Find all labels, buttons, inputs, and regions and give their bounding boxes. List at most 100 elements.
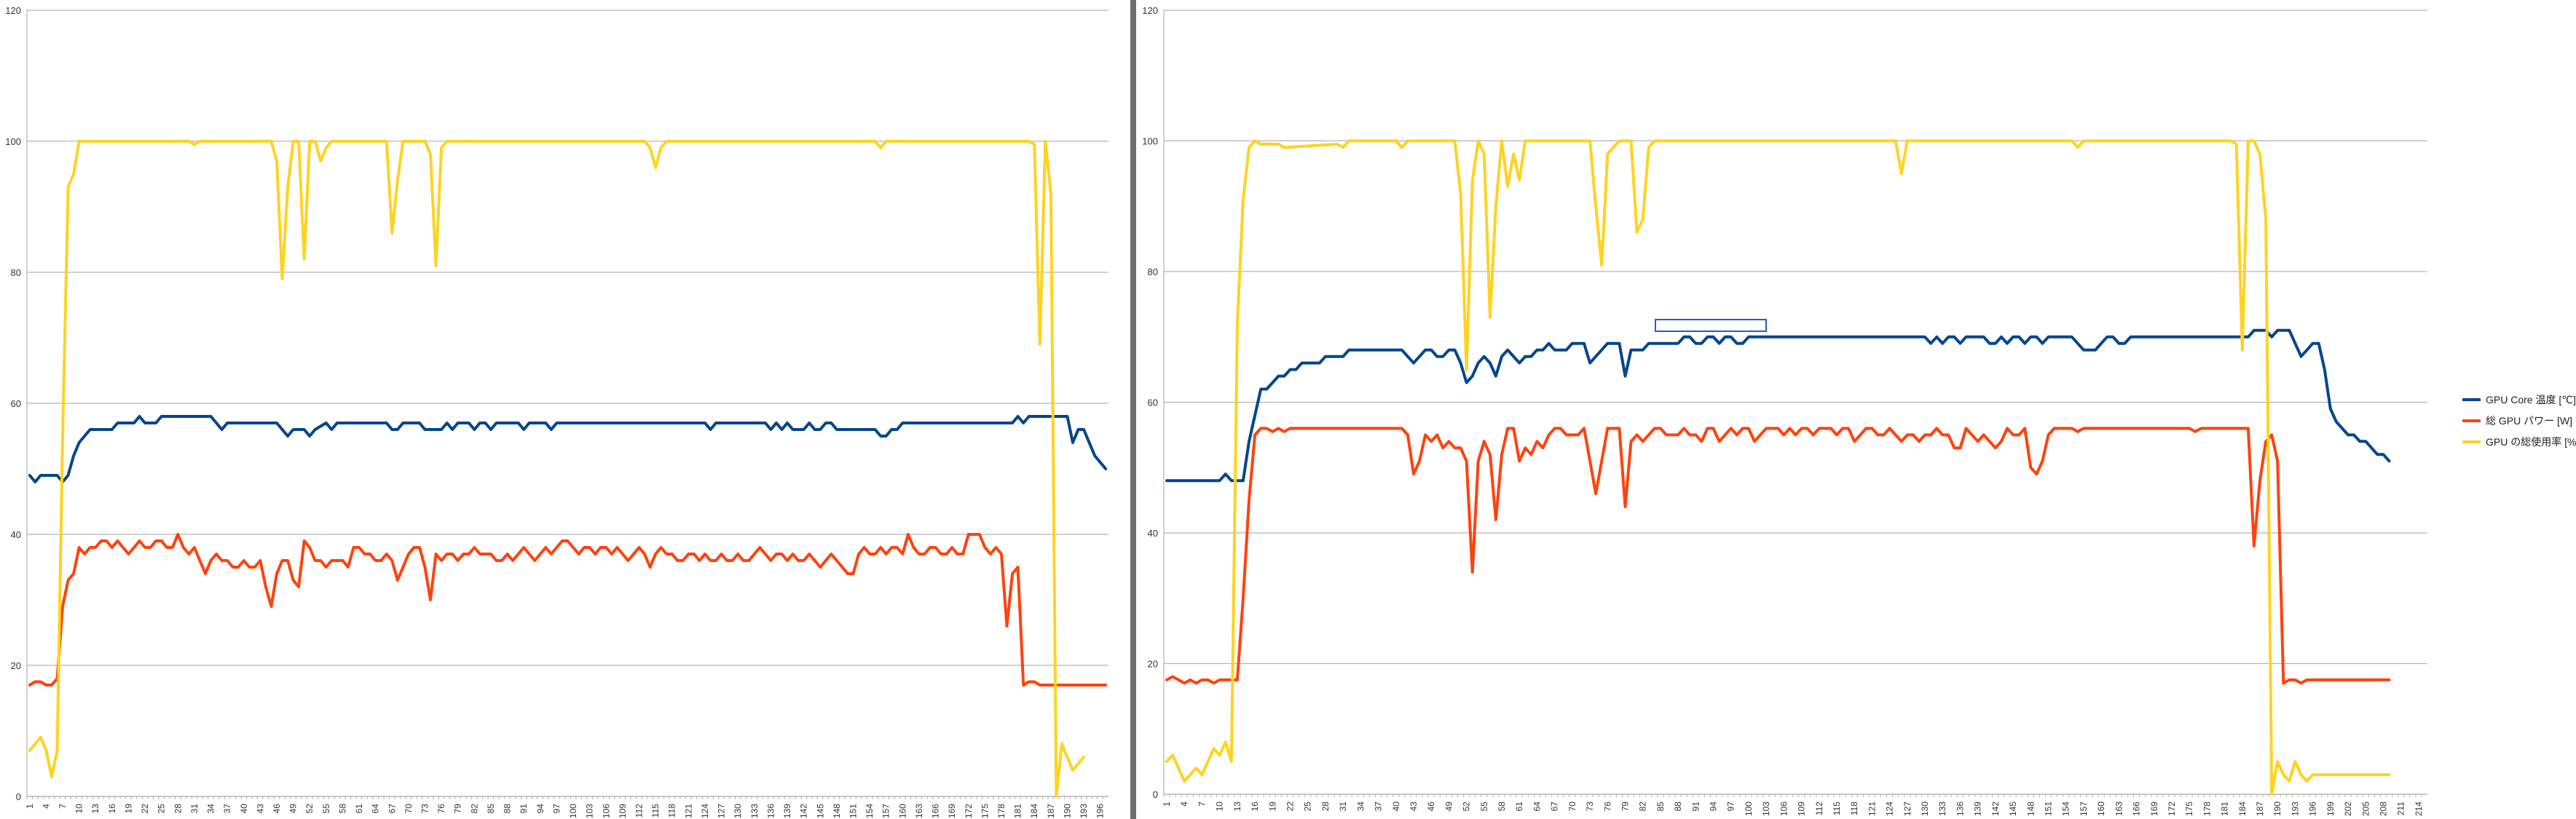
y-tick-label: 40 [1148,528,1158,539]
x-tick-label: 19 [1267,802,1277,812]
x-tick-label: 139 [1973,802,1983,816]
x-tick-label: 28 [1320,802,1331,812]
x-tick-label: 103 [585,804,595,818]
x-tick-label: 190 [1062,804,1072,818]
x-tick-label: 163 [914,804,924,818]
series-line [28,140,1086,798]
x-tick-label: 49 [288,804,299,814]
x-tick-label: 43 [255,804,265,814]
x-tick-label: 76 [1602,802,1612,812]
x-tick-label: 40 [1391,802,1401,812]
series-line [1165,139,2391,796]
x-tick-label: 124 [1885,802,1895,816]
x-tick-label: 103 [1761,802,1771,816]
x-tick-label: 64 [371,804,381,814]
y-tick-label: 60 [1148,397,1158,408]
x-tick-label: 214 [2414,802,2424,816]
x-tick-label: 46 [1426,802,1436,812]
x-tick-label: 4 [1179,802,1189,807]
gridlines [27,9,1108,797]
x-tick-label: 7 [58,804,68,809]
legend-label: 総 GPU パワー [W] [2486,415,2572,427]
x-tick-label: 67 [387,804,397,814]
x-tick-label: 151 [2044,802,2054,816]
x-tick-label: 145 [2008,802,2018,816]
x-tick-label: 94 [1709,802,1719,812]
x-tick-label: 196 [2308,802,2318,816]
x-tick-label: 190 [2272,802,2282,816]
y-tick-label: 20 [1148,659,1158,670]
chart-left: 0 20 40 60 80 100 120 1 4 7 10 13 16 19 22 25 28 31 34 37 40… [5,5,1108,818]
x-tick-label: 70 [403,804,414,814]
x-tick-label: 136 [1955,802,1965,816]
series-line [28,415,1108,483]
x-tick-label: 127 [1902,802,1913,816]
x-tick-label: 79 [1620,802,1630,812]
x-tick-label: 148 [2025,802,2036,816]
x-tick-label: 154 [2061,802,2071,816]
x-tick-label: 157 [881,804,891,818]
x-tick-label: 19 [123,804,133,814]
x-tick-label: 121 [1867,802,1877,816]
x-tick-label: 79 [453,804,463,814]
gridlines [1164,9,2427,795]
x-tick-label: 160 [2096,802,2106,816]
x-tick-label: 178 [2202,802,2212,816]
x-tick-label: 13 [1232,802,1242,812]
x-tick-label: 193 [2290,802,2300,816]
x-tick-label: 28 [173,804,183,814]
x-tick-label: 106 [601,804,611,818]
x-tick-label: 70 [1567,802,1577,812]
x-tick-label: 175 [2184,802,2194,816]
x-tick-label: 85 [486,804,496,814]
legend: GPU Core 温度 [℃] 総 GPU パワー [W] GPU の総使用率 [%… [2462,394,2576,448]
x-tick-label: 169 [2149,802,2159,816]
x-tick-label: 199 [2325,802,2336,816]
x-tick-label: 58 [337,804,347,814]
legend-label: GPU Core 温度 [℃] [2486,394,2576,405]
x-tick-label: 172 [964,804,974,818]
y-tick-label: 80 [1148,266,1158,277]
x-tick-label: 139 [782,804,792,818]
x-tick-label: 1 [1162,802,1172,807]
x-tick-label: 73 [1585,802,1595,812]
y-tick-label: 100 [1142,136,1158,147]
x-tick-label: 136 [765,804,776,818]
x-tick-label: 184 [1029,804,1039,818]
x-tick-label: 211 [2396,802,2406,815]
panel-divider[interactable] [1130,0,1136,819]
x-tick-label: 61 [1514,802,1524,812]
x-tick-label: 157 [2079,802,2089,816]
x-tick-label: 130 [1920,802,1930,816]
y-tick-label: 20 [11,660,21,671]
x-tick-label: 169 [947,804,957,818]
x-tick-label: 31 [1338,802,1348,812]
series-line [1165,328,2391,483]
x-tick-label: 31 [189,804,200,814]
x-tick-label: 118 [1849,802,1859,815]
x-tick-label: 184 [2237,802,2248,816]
x-tick-label: 106 [1779,802,1789,816]
x-tick-label: 163 [2114,802,2124,816]
x-tick-label: 151 [848,804,858,818]
x-tick-label: 67 [1550,802,1560,812]
x-tick-label: 115 [1832,802,1842,815]
x-tick-label: 61 [354,804,364,814]
x-tick-label: 112 [634,804,644,818]
x-tick-label: 13 [90,804,101,814]
x-tick-label: 154 [864,804,875,818]
chart-panel-right: 0 20 40 60 80 100 120 1 4 7 10 13 16 19 22 25 28 31 34 37 40… [1136,0,2576,819]
x-tick-label: 16 [107,804,117,814]
x-tick-label: 208 [2378,802,2388,816]
x-tick-label: 7 [1197,802,1207,807]
y-tick-label: 100 [5,136,21,147]
x-tick-label: 37 [222,804,232,814]
x-tick-label: 10 [1215,802,1225,812]
x-tick-label: 97 [551,804,562,814]
x-tick-label: 133 [1937,802,1947,816]
x-tick-label: 187 [1046,804,1056,818]
x-tick-label: 181 [2220,802,2230,816]
x-tick-label: 196 [1095,804,1106,818]
x-tick-label: 55 [1479,802,1489,812]
x-tick-label: 91 [519,804,529,814]
